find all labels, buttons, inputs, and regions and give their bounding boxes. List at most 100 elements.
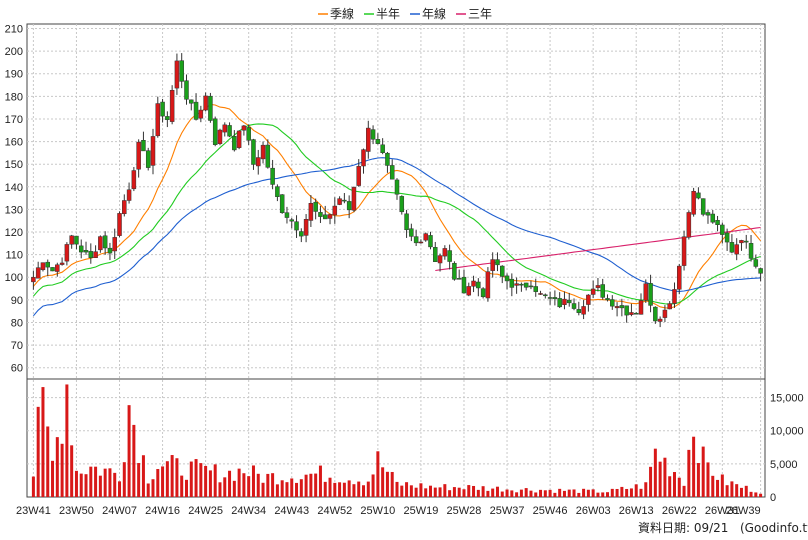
candle xyxy=(514,277,519,294)
legend-label: 季線 xyxy=(330,6,354,21)
volume-bar xyxy=(256,473,260,497)
candle xyxy=(251,138,256,170)
candle-body xyxy=(375,139,381,144)
week-tick-label: 24W52 xyxy=(317,505,352,517)
volume-bar xyxy=(366,481,370,497)
candle-body xyxy=(629,312,634,315)
legend-label: 半年 xyxy=(376,7,400,21)
candle-body xyxy=(681,236,687,266)
volume-bar xyxy=(213,464,217,497)
candle xyxy=(346,195,352,219)
candle xyxy=(246,124,251,145)
candle xyxy=(83,241,89,255)
volume-bar xyxy=(280,480,284,497)
candle-body xyxy=(64,244,70,262)
price-tick-label: 210 xyxy=(5,24,23,36)
candle xyxy=(528,280,534,290)
volume-bar xyxy=(438,487,442,497)
candle xyxy=(667,301,672,310)
candle xyxy=(753,254,759,269)
candle-body xyxy=(581,306,586,315)
candle-body xyxy=(270,167,275,185)
volume-bar xyxy=(519,489,523,497)
volume-bar xyxy=(749,491,753,497)
candle-body xyxy=(729,242,735,253)
candle xyxy=(385,151,390,173)
volume-bar xyxy=(663,457,667,497)
volume-bar xyxy=(290,478,294,497)
week-tick-label: 26W22 xyxy=(662,505,697,517)
volume-bar xyxy=(347,480,351,497)
price-tick-label: 70 xyxy=(11,340,23,352)
volume-bar xyxy=(161,466,165,497)
ma-line-三年 xyxy=(435,226,761,272)
candle-body xyxy=(212,118,218,145)
candle xyxy=(409,223,414,242)
volume-bar xyxy=(352,484,356,497)
source-label[interactable]: (Goodinfo.tw) xyxy=(740,521,808,535)
candle-body xyxy=(480,288,486,298)
volume-bar xyxy=(539,489,543,497)
candle xyxy=(724,228,730,251)
candle-body xyxy=(361,149,366,167)
candle xyxy=(653,306,658,324)
week-tick-label: 24W16 xyxy=(145,505,180,517)
volume-bar xyxy=(634,484,638,497)
candle-body xyxy=(586,294,591,305)
candle xyxy=(581,300,586,320)
volume-bar xyxy=(548,489,552,497)
candle xyxy=(595,278,601,292)
volume-bar xyxy=(639,488,643,497)
candle xyxy=(69,234,74,249)
candle xyxy=(327,213,333,225)
candle xyxy=(504,273,510,290)
volume-bar xyxy=(175,458,179,497)
candle xyxy=(260,141,266,164)
candle-body xyxy=(648,283,653,306)
volume-bar xyxy=(314,473,318,497)
candle xyxy=(241,124,247,136)
candle-body xyxy=(303,219,309,236)
candle xyxy=(50,267,55,272)
volume-bar xyxy=(299,479,303,497)
volume-bar xyxy=(711,475,715,497)
volume-bar xyxy=(543,490,547,497)
candle xyxy=(657,316,663,328)
candle xyxy=(303,214,309,243)
candle xyxy=(122,194,127,217)
volume-bar xyxy=(558,488,562,497)
candle xyxy=(299,228,304,243)
week-tick-label: 24W43 xyxy=(274,505,309,517)
volume-tick-label: 10,000 xyxy=(770,426,804,438)
candle xyxy=(643,279,649,303)
candle xyxy=(141,131,146,152)
volume-bar xyxy=(137,463,141,497)
candle-body xyxy=(313,201,318,212)
candle-body xyxy=(35,267,41,279)
candle-body xyxy=(366,127,371,152)
candle-body xyxy=(523,282,529,288)
candle xyxy=(45,259,50,277)
candle xyxy=(533,278,538,297)
candle-body xyxy=(562,298,567,305)
volume-bar xyxy=(357,481,361,497)
candle-body xyxy=(112,237,117,252)
candle xyxy=(476,278,481,297)
volume-bar xyxy=(567,489,571,497)
volume-bar xyxy=(237,468,241,497)
candle xyxy=(614,302,620,317)
candle xyxy=(88,243,94,264)
candle-body xyxy=(203,95,208,111)
volume-bar xyxy=(414,487,418,497)
volume-bar xyxy=(577,492,581,497)
candle-body xyxy=(275,186,280,197)
volume-bar xyxy=(79,473,83,497)
volume-bar xyxy=(620,486,624,497)
candle xyxy=(126,182,132,204)
volume-bar xyxy=(385,471,389,497)
candle xyxy=(433,241,438,262)
candle-body xyxy=(385,152,390,166)
volume-bar xyxy=(725,485,729,497)
